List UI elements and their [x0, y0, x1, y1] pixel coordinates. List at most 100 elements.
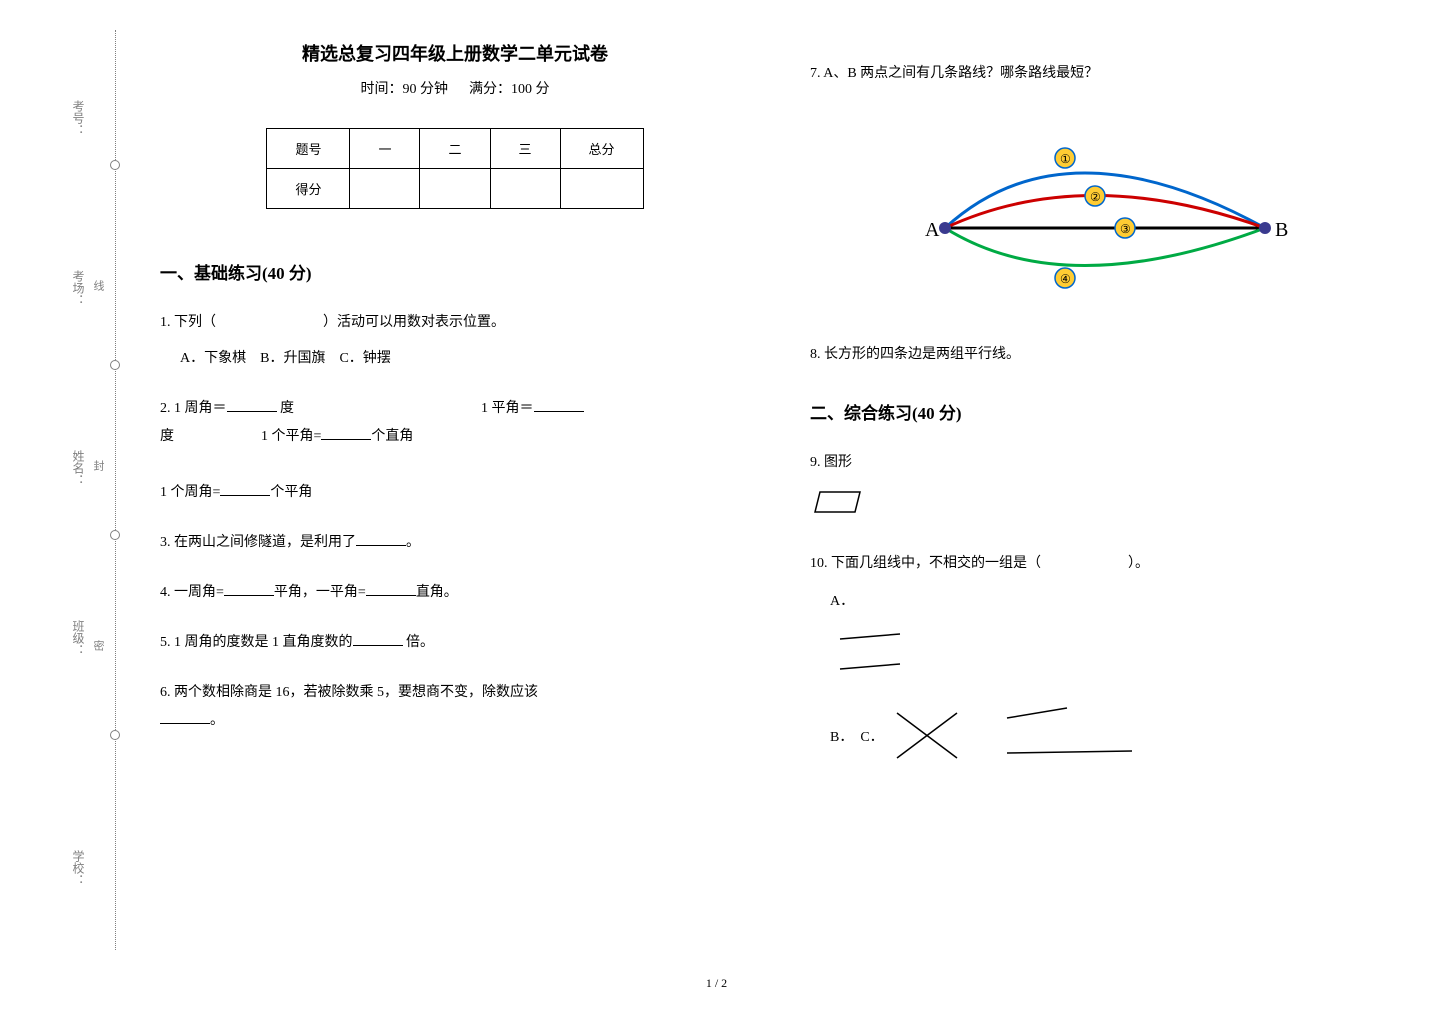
section-2-header: 二、综合练习(40 分) — [810, 399, 1400, 424]
choice-label: A． — [830, 594, 854, 609]
content-area: 精选总复习四年级上册数学二单元试卷 时间：90 分钟 满分：100 分 题号 一… — [160, 40, 1400, 795]
question-9: 9. 图形 — [810, 449, 1400, 528]
question-num: 10. — [810, 556, 828, 571]
route-label-1: ① — [1060, 152, 1071, 166]
seal-text-mi: 密 — [90, 640, 106, 659]
seal-text-xian: 线 — [90, 280, 106, 299]
score-table: 题号 一 二 三 总分 得分 — [266, 128, 643, 209]
question-3: 3. 在两山之间修隧道，是利用了 。 — [160, 529, 750, 557]
question-num: 3. — [160, 535, 171, 550]
label-exam-id: 考号： — [70, 100, 87, 136]
table-row: 得分 — [267, 169, 643, 209]
question-text: 1 周角的度数是 1 直角度数的 — [174, 635, 353, 650]
blank — [220, 480, 270, 496]
question-text: 1 周角＝ — [174, 401, 227, 416]
point-b-label: B — [1275, 219, 1288, 241]
blank — [321, 424, 371, 440]
question-num: 4. — [160, 585, 171, 600]
blank — [227, 396, 277, 412]
blank — [353, 630, 403, 646]
question-text: 倍。 — [403, 635, 435, 650]
time-label: 时间：90 分钟 — [361, 82, 449, 97]
question-text: 平角，一平角= — [274, 585, 366, 600]
choice-label: B． C． — [830, 730, 884, 745]
choice-a: A． — [830, 588, 1400, 616]
question-text: 下面几组线中，不相交的一组是（ — [831, 556, 1041, 571]
question-text: 1 个周角= — [160, 485, 220, 500]
choice-bc: B． C． — [830, 703, 1400, 773]
page-number: 1 / 2 — [706, 976, 727, 991]
blank — [160, 708, 210, 724]
score-col: 二 — [420, 129, 490, 169]
blank — [534, 396, 584, 412]
label-school: 学校： — [70, 850, 87, 886]
circle-marker — [110, 530, 120, 540]
question-num: 1. — [160, 315, 171, 330]
question-options: A．下象棋 B．升国旗 C．钟摆 — [180, 345, 750, 373]
score-cell — [420, 169, 490, 209]
section-1-header: 一、基础练习(40 分) — [160, 259, 750, 284]
question-num: 7. — [810, 66, 821, 81]
question-text: 在两山之间修隧道，是利用了 — [174, 535, 356, 550]
page-title: 精选总复习四年级上册数学二单元试卷 — [160, 40, 750, 66]
question-num: 5. — [160, 635, 171, 650]
question-text: 。 — [406, 535, 420, 550]
score-cell — [560, 169, 643, 209]
question-8: 8. 长方形的四条边是两组平行线。 — [810, 341, 1400, 369]
score-col: 三 — [490, 129, 560, 169]
question-text: A、B 两点之间有几条路线？哪条路线最短？ — [823, 66, 1098, 81]
score-row-label: 得分 — [267, 169, 350, 209]
question-10: 10. 下面几组线中，不相交的一组是（ ）。 A． B． C． — [810, 550, 1400, 773]
page-subtitle: 时间：90 分钟 满分：100 分 — [160, 78, 750, 98]
blank — [356, 530, 406, 546]
fullscore-label: 满分：100 分 — [469, 82, 550, 97]
question-text: 长方形的四条边是两组平行线。 — [824, 347, 1020, 362]
seal-text-feng: 封 — [90, 460, 106, 479]
table-row: 题号 一 二 三 总分 — [267, 129, 643, 169]
question-6: 6. 两个数相除商是 16，若被除数乘 5，要想商不变，除数应该 。 — [160, 679, 750, 735]
circle-marker — [110, 360, 120, 370]
left-column: 精选总复习四年级上册数学二单元试卷 时间：90 分钟 满分：100 分 题号 一… — [160, 40, 750, 795]
score-col: 总分 — [560, 129, 643, 169]
question-1: 1. 下列（ ）活动可以用数对表示位置。 A．下象棋 B．升国旗 C．钟摆 — [160, 309, 750, 373]
binding-margin: 考号： 考场： 姓名： 班级： 学校： 密 封 线 — [60, 30, 130, 950]
question-text: 度 — [160, 429, 174, 444]
question-text: 直角。 — [416, 585, 458, 600]
circle-marker — [110, 730, 120, 740]
score-col: 一 — [350, 129, 420, 169]
question-text: 一周角= — [174, 585, 224, 600]
question-2: 2. 1 周角＝ 度 1 平角＝ 度 1 个平角= 个直角 1 个周角= 个平角 — [160, 395, 750, 507]
question-num: 2. — [160, 401, 171, 416]
question-num: 8. — [810, 347, 821, 362]
question-5: 5. 1 周角的度数是 1 直角度数的 倍。 — [160, 629, 750, 657]
route-label-4: ④ — [1060, 272, 1071, 286]
routes-diagram: A B ① ② ③ ④ — [915, 108, 1295, 319]
label-room: 考场： — [70, 270, 87, 306]
score-header-label: 题号 — [267, 129, 350, 169]
question-text: 度 — [277, 401, 295, 416]
question-num: 9. — [810, 455, 821, 470]
point-a-label: A — [925, 219, 940, 241]
question-4: 4. 一周角= 平角，一平角= 直角。 — [160, 579, 750, 607]
question-text: 个平角 — [270, 485, 312, 500]
question-text: 个直角 — [371, 429, 413, 444]
question-text: 1 平角＝ — [481, 401, 534, 416]
choice-a-figure — [830, 624, 1400, 695]
score-cell — [490, 169, 560, 209]
blank — [224, 580, 274, 596]
score-cell — [350, 169, 420, 209]
question-7: 7. A、B 两点之间有几条路线？哪条路线最短？ A B ① ② — [810, 60, 1400, 319]
parallelogram-shape — [810, 487, 1400, 528]
question-num: 6. — [160, 685, 171, 700]
question-text: 1 个平角= — [261, 429, 321, 444]
route-label-2: ② — [1090, 190, 1101, 204]
blank — [366, 580, 416, 596]
label-class: 班级： — [70, 620, 87, 656]
right-column: 7. A、B 两点之间有几条路线？哪条路线最短？ A B ① ② — [810, 40, 1400, 795]
question-text: 下列（ — [174, 315, 216, 330]
question-text: ）。 — [1128, 556, 1149, 571]
question-text: 。 — [210, 713, 224, 728]
question-text: 图形 — [824, 455, 852, 470]
route-label-3: ③ — [1120, 222, 1131, 236]
answer-choices: A． B． C． — [810, 588, 1400, 773]
